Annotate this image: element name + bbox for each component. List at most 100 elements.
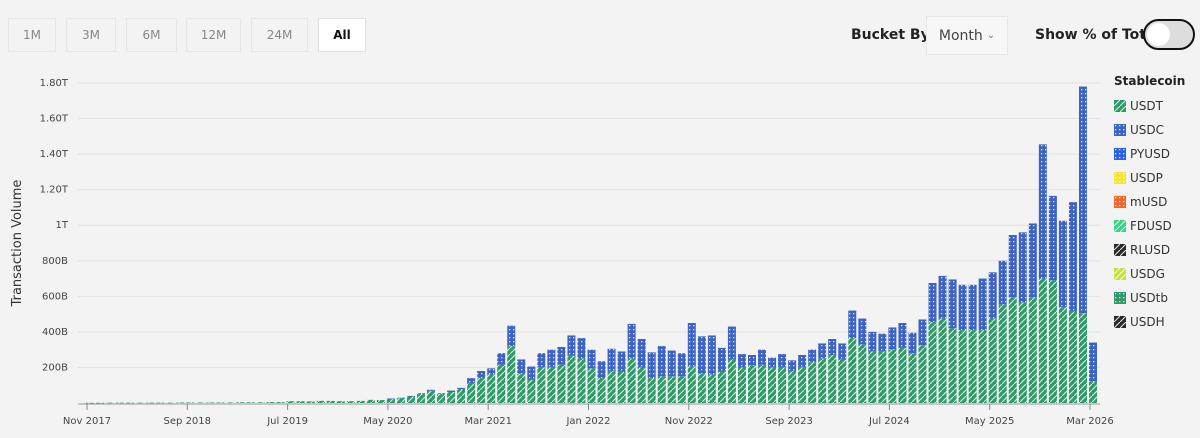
bar-usdt[interactable] bbox=[86, 402, 94, 404]
bar-usdt[interactable] bbox=[246, 402, 255, 403]
bar-usdc[interactable] bbox=[647, 352, 656, 379]
bar-usdc[interactable] bbox=[878, 333, 887, 352]
bar-usdc[interactable] bbox=[768, 357, 777, 368]
bar-usdt[interactable] bbox=[878, 351, 887, 403]
bar-usdc[interactable] bbox=[467, 378, 476, 384]
bar-usdt[interactable] bbox=[1038, 278, 1047, 403]
bar-usdt[interactable] bbox=[316, 400, 325, 403]
bar-usdt[interactable] bbox=[798, 367, 807, 403]
bar-usdc[interactable] bbox=[557, 347, 566, 365]
bar-usdt[interactable] bbox=[808, 362, 817, 403]
bar-usdt[interactable] bbox=[106, 402, 115, 404]
bar-usdt[interactable] bbox=[527, 379, 536, 403]
bar-usdc[interactable] bbox=[687, 323, 696, 367]
bar-usdt[interactable] bbox=[697, 373, 706, 403]
bar-usdt[interactable] bbox=[848, 338, 857, 403]
bar-usdc[interactable] bbox=[908, 332, 917, 354]
bar-usdt[interactable] bbox=[1018, 302, 1027, 403]
bar-usdc[interactable] bbox=[747, 355, 756, 366]
bar-usdt[interactable] bbox=[386, 398, 395, 403]
bar-usdc[interactable] bbox=[838, 343, 847, 360]
bar-usdc[interactable] bbox=[938, 275, 947, 319]
bar-usdt[interactable] bbox=[727, 359, 736, 403]
bar-usdt[interactable] bbox=[306, 401, 315, 403]
legend-item-usdp[interactable]: USDP bbox=[1114, 166, 1185, 190]
bar-usdt[interactable] bbox=[406, 396, 415, 403]
bar-usdt[interactable] bbox=[1068, 311, 1077, 403]
bar-usdt[interactable] bbox=[607, 371, 616, 403]
bar-usdt[interactable] bbox=[507, 346, 516, 403]
bar-usdt[interactable] bbox=[1089, 381, 1097, 403]
bar-usdc[interactable] bbox=[507, 325, 516, 347]
bar-usdt[interactable] bbox=[838, 359, 847, 403]
bar-usdt[interactable] bbox=[116, 402, 125, 404]
bar-usdc[interactable] bbox=[386, 398, 395, 400]
bar-usdt[interactable] bbox=[206, 402, 215, 404]
bar-usdt[interactable] bbox=[677, 376, 686, 403]
bar-usdt[interactable] bbox=[888, 349, 897, 403]
bar-usdc[interactable] bbox=[968, 284, 977, 331]
bar-usdt[interactable] bbox=[597, 378, 606, 403]
bar-usdt[interactable] bbox=[136, 402, 145, 404]
bar-usdt[interactable] bbox=[898, 347, 907, 403]
bar-usdt[interactable] bbox=[687, 366, 696, 403]
bar-usdc[interactable] bbox=[978, 278, 987, 331]
bar-usdt[interactable] bbox=[176, 402, 185, 404]
legend-item-usdg[interactable]: USDG bbox=[1114, 262, 1185, 286]
bar-usdc[interactable] bbox=[437, 393, 446, 395]
bar-usdt[interactable] bbox=[587, 368, 596, 403]
bucket-by-dropdown[interactable]: Month ⌄ bbox=[926, 16, 1008, 55]
bar-usdt[interactable] bbox=[758, 364, 767, 403]
bar-usdt[interactable] bbox=[427, 390, 436, 403]
bar-usdc[interactable] bbox=[858, 318, 867, 345]
legend-item-musd[interactable]: mUSD bbox=[1114, 190, 1185, 214]
bar-usdc[interactable] bbox=[1068, 202, 1077, 312]
bar-usdt[interactable] bbox=[166, 402, 175, 404]
bar-usdt[interactable] bbox=[1078, 313, 1087, 403]
bar-usdt[interactable] bbox=[296, 401, 305, 403]
bar-usdc[interactable] bbox=[808, 349, 817, 363]
bar-usdc[interactable] bbox=[537, 353, 546, 368]
bar-usdt[interactable] bbox=[908, 353, 917, 403]
bar-usdt[interactable] bbox=[778, 367, 787, 403]
bar-usdt[interactable] bbox=[968, 330, 977, 403]
bar-usdt[interactable] bbox=[396, 398, 405, 403]
bar-usdc[interactable] bbox=[487, 368, 496, 375]
bar-usdc[interactable] bbox=[798, 355, 807, 368]
bar-usdt[interactable] bbox=[517, 373, 526, 403]
bar-usdt[interactable] bbox=[938, 318, 947, 403]
bar-usdt[interactable] bbox=[918, 345, 927, 403]
bar-usdc[interactable] bbox=[1038, 144, 1047, 279]
bar-usdt[interactable] bbox=[637, 367, 646, 403]
bar-usdt[interactable] bbox=[126, 402, 135, 404]
bar-usdc[interactable] bbox=[677, 353, 686, 377]
bar-usdt[interactable] bbox=[236, 402, 245, 403]
bar-usdt[interactable] bbox=[557, 364, 566, 403]
bar-usdt[interactable] bbox=[667, 376, 676, 403]
bar-usdt[interactable] bbox=[1048, 280, 1057, 403]
bar-usdc[interactable] bbox=[958, 284, 967, 331]
bar-usdc[interactable] bbox=[447, 390, 456, 392]
bar-usdt[interactable] bbox=[366, 399, 375, 403]
bar-usdt[interactable] bbox=[326, 400, 335, 403]
bar-usdc[interactable] bbox=[737, 354, 746, 368]
bar-usdt[interactable] bbox=[216, 402, 225, 404]
bar-usdt[interactable] bbox=[818, 358, 827, 403]
bar-usdt[interactable] bbox=[266, 402, 275, 403]
legend-item-usdh[interactable]: USDH bbox=[1114, 310, 1185, 334]
bar-usdt[interactable] bbox=[717, 371, 726, 403]
bar-usdt[interactable] bbox=[1058, 307, 1067, 403]
legend-item-usdtb[interactable]: USDtb bbox=[1114, 286, 1185, 310]
bar-usdt[interactable] bbox=[978, 330, 987, 403]
bar-usdt[interactable] bbox=[467, 383, 476, 403]
bar-usdt[interactable] bbox=[256, 402, 265, 403]
bar-usdt[interactable] bbox=[737, 367, 746, 403]
bar-usdc[interactable] bbox=[818, 343, 827, 359]
bar-usdc[interactable] bbox=[527, 366, 536, 380]
bar-usdc[interactable] bbox=[597, 361, 606, 379]
bar-usdc[interactable] bbox=[918, 319, 927, 346]
bar-usdc[interactable] bbox=[396, 397, 405, 399]
bar-usdt[interactable] bbox=[346, 401, 355, 403]
bar-usdt[interactable] bbox=[146, 402, 155, 404]
range-button-24m[interactable]: 24M bbox=[251, 18, 308, 52]
